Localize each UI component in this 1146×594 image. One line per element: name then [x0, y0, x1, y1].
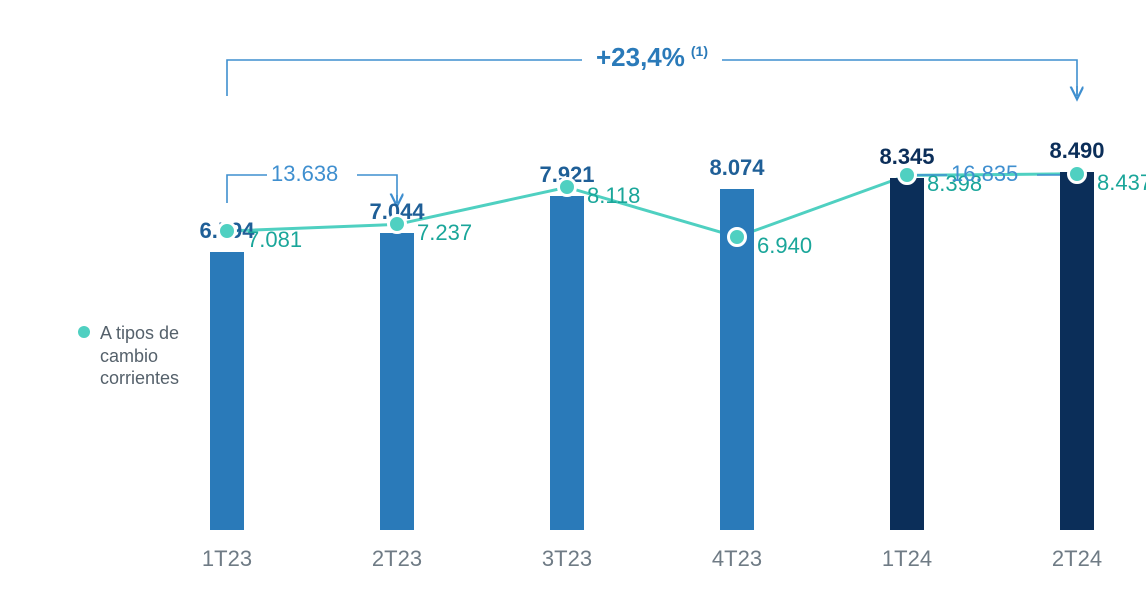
legend-label: A tipos de cambio corrientes	[100, 322, 210, 390]
x-axis-label: 1T23	[202, 546, 252, 572]
bar	[210, 252, 244, 530]
bar-value-label: 8.074	[709, 155, 764, 181]
growth-percent-label: +23,4% (1)	[596, 42, 708, 73]
quarterly-chart: A tipos de cambio corrientes +23,4% (1) 1…	[0, 0, 1146, 594]
line-marker-icon	[387, 214, 407, 234]
group-bracket-label: 16.835	[951, 161, 1018, 187]
line-value-label: 7.237	[417, 220, 472, 246]
line-value-label: 7.081	[247, 227, 302, 253]
x-axis-label: 1T24	[882, 546, 932, 572]
bar	[890, 178, 924, 530]
legend: A tipos de cambio corrientes	[78, 322, 210, 390]
x-axis-label: 2T23	[372, 546, 422, 572]
bar	[1060, 172, 1094, 530]
x-axis-label: 4T23	[712, 546, 762, 572]
growth-percent-footnote: (1)	[691, 43, 708, 59]
group-bracket-label: 13.638	[271, 161, 338, 187]
legend-marker-icon	[78, 326, 90, 338]
growth-percent-value: +23,4%	[596, 42, 685, 72]
line-marker-icon	[217, 221, 237, 241]
bar-value-label: 8.490	[1049, 138, 1104, 164]
line-value-label: 8.437	[1097, 170, 1146, 196]
line-value-label: 8.118	[587, 183, 640, 209]
line-marker-icon	[727, 227, 747, 247]
bar	[550, 196, 584, 530]
x-axis-label: 3T23	[542, 546, 592, 572]
line-marker-icon	[557, 177, 577, 197]
line-value-label: 6.940	[757, 233, 812, 259]
bar	[380, 233, 414, 530]
x-axis-label: 2T24	[1052, 546, 1102, 572]
line-marker-icon	[897, 165, 917, 185]
line-marker-icon	[1067, 164, 1087, 184]
